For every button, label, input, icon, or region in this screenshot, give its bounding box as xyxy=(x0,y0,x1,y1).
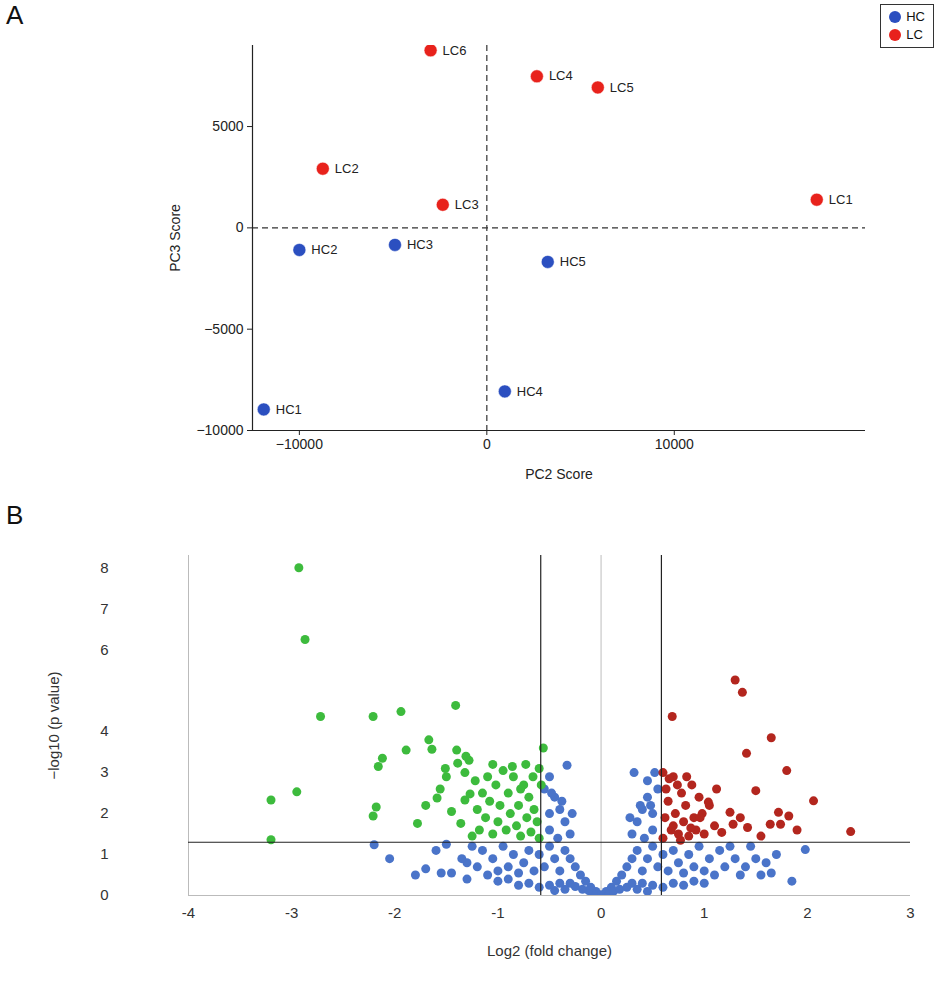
svg-text:8: 8 xyxy=(100,559,108,576)
svg-text:1: 1 xyxy=(700,904,708,921)
svg-text:LC5: LC5 xyxy=(610,80,634,95)
svg-text:PC3 Score: PC3 Score xyxy=(167,204,183,272)
svg-text:PC2 Score: PC2 Score xyxy=(525,466,593,482)
svg-text:-3: -3 xyxy=(285,904,298,921)
svg-text:0: 0 xyxy=(597,904,605,921)
svg-text:5000: 5000 xyxy=(212,118,243,134)
svg-text:6: 6 xyxy=(100,641,108,658)
svg-text:-4: -4 xyxy=(182,904,195,921)
svg-text:−10000: −10000 xyxy=(276,436,323,452)
svg-text:0: 0 xyxy=(100,886,108,903)
html-text:LC: LC xyxy=(906,27,923,42)
svg-text:2: 2 xyxy=(100,804,108,821)
svg-text:LC3: LC3 xyxy=(455,197,479,212)
svg-text:LC4: LC4 xyxy=(549,68,573,83)
svg-text:0: 0 xyxy=(236,219,244,235)
svg-text:Log2 (fold change): Log2 (fold change) xyxy=(487,942,612,959)
svg-text:LC6: LC6 xyxy=(443,43,467,58)
html-text:A: A xyxy=(6,0,24,30)
svg-text:3: 3 xyxy=(906,904,914,921)
svg-text:HC1: HC1 xyxy=(276,402,302,417)
svg-text:LC1: LC1 xyxy=(829,192,853,207)
html-text:HC: HC xyxy=(906,9,925,24)
svg-text:-2: -2 xyxy=(388,904,401,921)
svg-text:0: 0 xyxy=(483,436,491,452)
svg-text:1: 1 xyxy=(100,845,108,862)
svg-text:−log10 (p value): −log10 (p value) xyxy=(45,672,62,780)
svg-text:−10000: −10000 xyxy=(196,422,243,438)
html-text:B: B xyxy=(6,500,24,530)
svg-text:HC2: HC2 xyxy=(311,242,337,257)
svg-text:4: 4 xyxy=(100,722,108,739)
svg-text:10000: 10000 xyxy=(655,436,694,452)
svg-text:2: 2 xyxy=(803,904,811,921)
svg-text:7: 7 xyxy=(100,600,108,617)
svg-text:HC4: HC4 xyxy=(517,384,543,399)
svg-text:LC2: LC2 xyxy=(335,161,359,176)
svg-text:−5000: −5000 xyxy=(204,321,244,337)
svg-text:HC3: HC3 xyxy=(407,237,433,252)
svg-text:HC5: HC5 xyxy=(560,254,586,269)
svg-text:3: 3 xyxy=(100,763,108,780)
svg-text:-1: -1 xyxy=(491,904,504,921)
